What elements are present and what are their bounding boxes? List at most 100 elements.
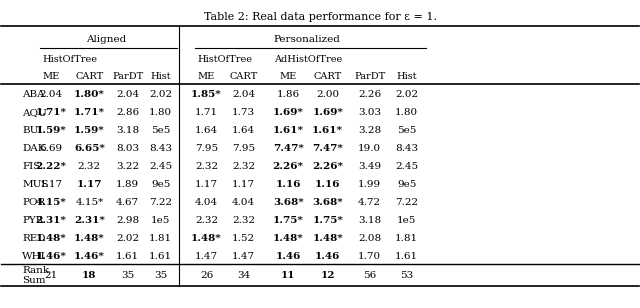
Text: 1.16: 1.16 [315,180,340,189]
Text: 12: 12 [321,271,335,280]
Text: ME: ME [280,72,297,81]
Text: 2.31*: 2.31* [74,216,105,225]
Text: PYR: PYR [22,216,44,225]
Text: 1.52: 1.52 [232,234,255,243]
Text: 1.75*: 1.75* [312,216,343,225]
Text: 3.18: 3.18 [358,216,381,225]
Text: 5e5: 5e5 [397,126,417,135]
Text: 4.15*: 4.15* [36,198,67,207]
Text: HistOfTree: HistOfTree [43,55,98,64]
Text: POR: POR [22,198,45,207]
Text: 1.59*: 1.59* [74,126,105,135]
Text: 1.59*: 1.59* [36,126,67,135]
Text: 2.02: 2.02 [116,234,139,243]
Text: 1.99: 1.99 [358,180,381,189]
Text: RED: RED [22,234,46,243]
Text: 1.48*: 1.48* [191,234,222,243]
Text: Hist: Hist [396,72,417,81]
Text: 1.69*: 1.69* [312,108,343,117]
Text: 2.45: 2.45 [395,162,418,171]
Text: 1.81: 1.81 [395,234,418,243]
Text: 1.61*: 1.61* [312,126,343,135]
Text: 1.85*: 1.85* [191,90,222,99]
Text: 1.81: 1.81 [149,234,172,243]
Text: 2.02: 2.02 [395,90,418,99]
Text: 2.32: 2.32 [195,162,218,171]
Text: 4.72: 4.72 [358,198,381,207]
Text: 56: 56 [363,271,376,280]
Text: ParDT: ParDT [354,72,385,81]
Text: 2.08: 2.08 [358,234,381,243]
Text: 1.69*: 1.69* [273,108,303,117]
Text: DAK: DAK [22,144,46,153]
Text: MUS: MUS [22,180,49,189]
Text: Rank
Sum: Rank Sum [22,266,49,286]
Text: 1.71*: 1.71* [36,108,67,117]
Text: 7.47*: 7.47* [273,144,303,153]
Text: 2.86: 2.86 [116,108,139,117]
Text: 11: 11 [281,271,296,280]
Text: 2.04: 2.04 [232,90,255,99]
Text: 6.69: 6.69 [40,144,63,153]
Text: 1.89: 1.89 [116,180,139,189]
Text: 3.68*: 3.68* [312,198,343,207]
Text: 1.80*: 1.80* [74,90,105,99]
Text: HistOfTree: HistOfTree [198,55,253,64]
Text: 3.18: 3.18 [116,126,139,135]
Text: 1e5: 1e5 [397,216,417,225]
Text: 2.32: 2.32 [195,216,218,225]
Text: 1.86: 1.86 [276,90,300,99]
Text: 4.04: 4.04 [195,198,218,207]
Text: 2.26*: 2.26* [273,162,303,171]
Text: 2.26*: 2.26* [312,162,343,171]
Text: AdHistOfTree: AdHistOfTree [274,55,342,64]
Text: 9e5: 9e5 [151,180,170,189]
Text: 7.95: 7.95 [232,144,255,153]
Text: 7.22: 7.22 [395,198,418,207]
Text: CART: CART [229,72,258,81]
Text: 1.75*: 1.75* [273,216,303,225]
Text: AQU: AQU [22,108,47,117]
Text: 2.22*: 2.22* [36,162,67,171]
Text: 2.32: 2.32 [78,162,101,171]
Text: 1.64: 1.64 [232,126,255,135]
Text: ME: ME [42,72,60,81]
Text: Table 2: Real data performance for ε = 1.: Table 2: Real data performance for ε = 1… [204,12,436,22]
Text: 1.47: 1.47 [195,252,218,261]
Text: 2.04: 2.04 [116,90,139,99]
Text: CART: CART [76,72,104,81]
Text: 2.31*: 2.31* [36,216,67,225]
Text: 19.0: 19.0 [358,144,381,153]
Text: 2.32: 2.32 [232,162,255,171]
Text: 4.67: 4.67 [116,198,139,207]
Text: 9e5: 9e5 [397,180,417,189]
Text: 1.48*: 1.48* [36,234,67,243]
Text: 3.22: 3.22 [116,162,139,171]
Text: 1.48*: 1.48* [74,234,105,243]
Text: Hist: Hist [150,72,171,81]
Text: 3.28: 3.28 [358,126,381,135]
Text: 1.71: 1.71 [195,108,218,117]
Text: Personalized: Personalized [273,35,340,44]
Text: 4.15*: 4.15* [76,198,104,207]
Text: 1.16: 1.16 [275,180,301,189]
Text: 6.65*: 6.65* [74,144,105,153]
Text: 1.61: 1.61 [395,252,418,261]
Text: 8.43: 8.43 [149,144,172,153]
Text: 8.43: 8.43 [395,144,418,153]
Text: 1.61*: 1.61* [273,126,303,135]
Text: 3.49: 3.49 [358,162,381,171]
Text: 26: 26 [200,271,213,280]
Text: 18: 18 [82,271,97,280]
Text: 2.98: 2.98 [116,216,139,225]
Text: 34: 34 [237,271,250,280]
Text: 2.04: 2.04 [40,90,63,99]
Text: 1.64: 1.64 [195,126,218,135]
Text: 1.17: 1.17 [232,180,255,189]
Text: 2.00: 2.00 [316,90,339,99]
Text: FIS: FIS [22,162,41,171]
Text: 35: 35 [154,271,167,280]
Text: ParDT: ParDT [112,72,143,81]
Text: 1.46: 1.46 [275,252,301,261]
Text: 1.80: 1.80 [395,108,418,117]
